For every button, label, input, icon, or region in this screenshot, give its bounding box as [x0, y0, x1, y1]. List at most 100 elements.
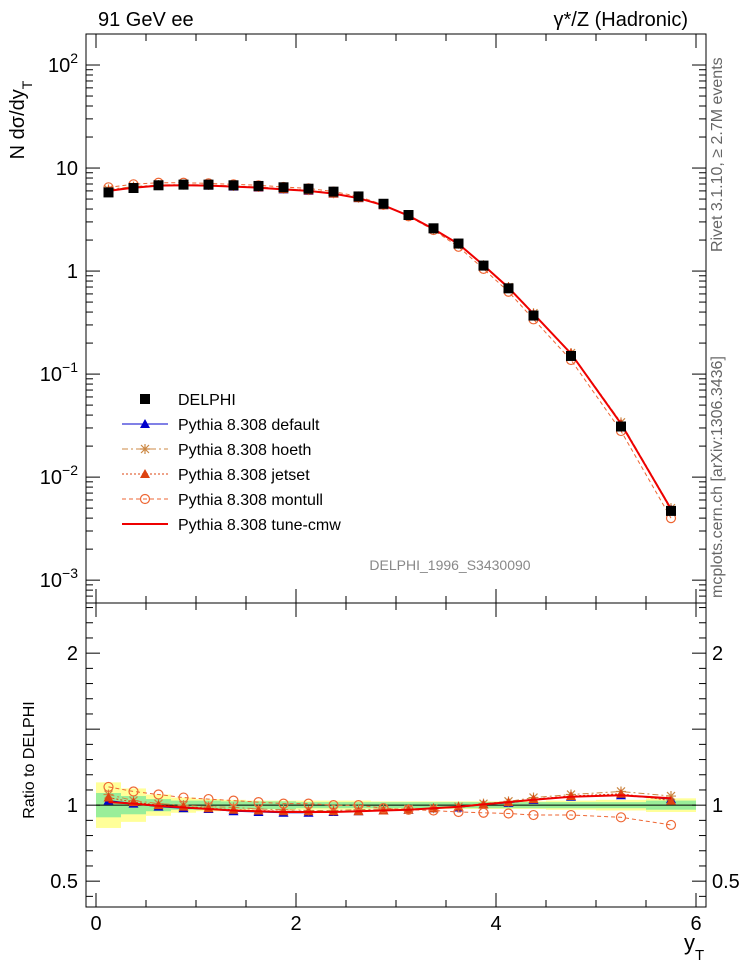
ratio-y-tick-label-left: 2	[67, 643, 78, 665]
ratio-plot-frame	[85, 602, 707, 908]
y-tick-label-base: 10	[40, 570, 62, 592]
header-right-label: γ*/Z (Hadronic)	[554, 9, 688, 31]
ratio-series-point	[565, 809, 577, 821]
legend-label: Pythia 8.308 jetset	[178, 467, 310, 484]
legend-label: Pythia 8.308 hoeth	[178, 442, 311, 459]
analysis-label: DELPHI_1996_S3430090	[369, 557, 530, 573]
legend-marker	[140, 469, 150, 478]
y-tick-label-exponent: 2	[70, 50, 78, 66]
data-point	[228, 180, 239, 191]
ratio-series-point	[528, 809, 539, 821]
data-point	[278, 182, 289, 193]
legend: DELPHI Pythia 8.308 default Pythia 8.308 h…	[122, 392, 341, 534]
data-point	[328, 186, 339, 197]
y-tick-label: 10−3	[40, 565, 78, 592]
ratio-series-line-1	[108, 790, 672, 811]
rivet-version-label: Rivet 3.1.10, ≥ 2.7M events	[709, 57, 726, 252]
ratio-series-point	[278, 798, 289, 809]
legend-label: Pythia 8.308 montull	[178, 492, 323, 509]
main-data-points	[103, 179, 676, 516]
y-tick-label-base: 10	[40, 467, 62, 489]
ratio-series-point	[203, 793, 214, 805]
data-point	[528, 310, 539, 321]
y-tick-label: 1	[67, 261, 78, 283]
x-tick-label: 6	[690, 913, 701, 935]
ratio-series-point	[666, 795, 676, 805]
series-line-3	[108, 182, 672, 519]
y-tick-label-base: 10	[40, 364, 62, 386]
ratio-series-point	[328, 800, 339, 811]
data-point	[128, 183, 139, 194]
x-axis-title: yT	[684, 930, 704, 964]
series-line-4	[108, 184, 672, 510]
main-y-axis-title-sub: T	[19, 80, 35, 89]
y-tick-label: 10−1	[40, 359, 78, 386]
legend-marker	[139, 493, 151, 505]
ratio-series-point	[478, 807, 489, 818]
mcplots-label: mcplots.cern.ch [arXiv:1306.3436]	[709, 356, 726, 598]
ratio-series-point	[103, 792, 114, 802]
y-tick-label-base: 1	[67, 261, 78, 283]
data-point	[378, 198, 389, 209]
main-y-axis-title-text: N dσ/dy	[7, 89, 29, 159]
series-line-1	[108, 184, 672, 509]
ratio-series-point	[303, 798, 314, 809]
ratio-y-tick-label-left: 1	[67, 795, 78, 817]
main-x-ticks	[95, 34, 697, 603]
ratio-series-point	[178, 792, 189, 803]
ratio-y-tick-label-right: 0.5	[712, 871, 740, 893]
ratio-series-point	[615, 812, 627, 823]
data-point	[566, 350, 576, 361]
ratio-y-tick-label-right: 2	[712, 643, 723, 665]
main-y-ticks	[86, 33, 706, 604]
data-point	[353, 191, 364, 202]
legend-marker	[140, 444, 150, 454]
legend-label: Pythia 8.308 default	[178, 417, 320, 434]
y-tick-label: 10−2	[40, 462, 78, 489]
data-point	[616, 421, 626, 432]
y-tick-label-exponent: −3	[62, 565, 78, 581]
ratio-series-point	[128, 786, 139, 797]
ratio-tick-labels: 0.5 0.5 1 1 2 2 0 2 4 6	[50, 643, 740, 935]
data-point	[453, 238, 464, 249]
data-point	[253, 180, 264, 191]
main-y-axis-title: N dσ/dyT	[7, 80, 35, 159]
ratio-panel: 0.5 0.5 1 1 2 2 0 2 4 6	[50, 602, 740, 935]
y-tick-label-exponent: −2	[62, 462, 78, 478]
series-line-0	[108, 184, 672, 510]
ratio-ticks	[86, 603, 706, 907]
legend-marker-data	[140, 394, 150, 404]
ratio-series-point	[353, 800, 364, 811]
x-axis-title-text: y	[684, 930, 695, 955]
data-point	[103, 187, 114, 198]
x-tick-label: 2	[290, 913, 301, 935]
x-axis-title-sub: T	[695, 947, 704, 964]
y-tick-label-base: 10	[48, 55, 70, 77]
data-point	[153, 180, 164, 191]
y-tick-label: 102	[48, 50, 78, 77]
y-tick-label-base: 10	[56, 158, 78, 180]
legend-label: Pythia 8.308 tune-cmw	[178, 517, 341, 534]
header-left-label: 91 GeV ee	[98, 9, 194, 31]
x-tick-label: 0	[90, 913, 101, 935]
data-point	[303, 183, 314, 194]
data-point	[428, 223, 439, 234]
ratio-series-line-3	[108, 786, 672, 826]
data-point	[203, 179, 214, 190]
ratio-series-point	[253, 797, 264, 808]
x-tick-label: 4	[490, 913, 501, 935]
ratio-y-tick-label-left: 0.5	[50, 871, 78, 893]
ratio-y-axis-title: Ratio to DELPHI	[21, 701, 38, 818]
ratio-series-point	[566, 791, 576, 801]
data-point	[178, 179, 189, 190]
ratio-series-point	[428, 805, 439, 816]
data-point	[478, 260, 489, 271]
ratio-series-point	[378, 803, 389, 814]
series-line-2	[108, 184, 672, 511]
ratio-series-point	[665, 819, 677, 831]
ratio-series-point	[103, 781, 114, 793]
y-tick-label: 10	[56, 158, 78, 180]
data-point	[403, 210, 414, 221]
